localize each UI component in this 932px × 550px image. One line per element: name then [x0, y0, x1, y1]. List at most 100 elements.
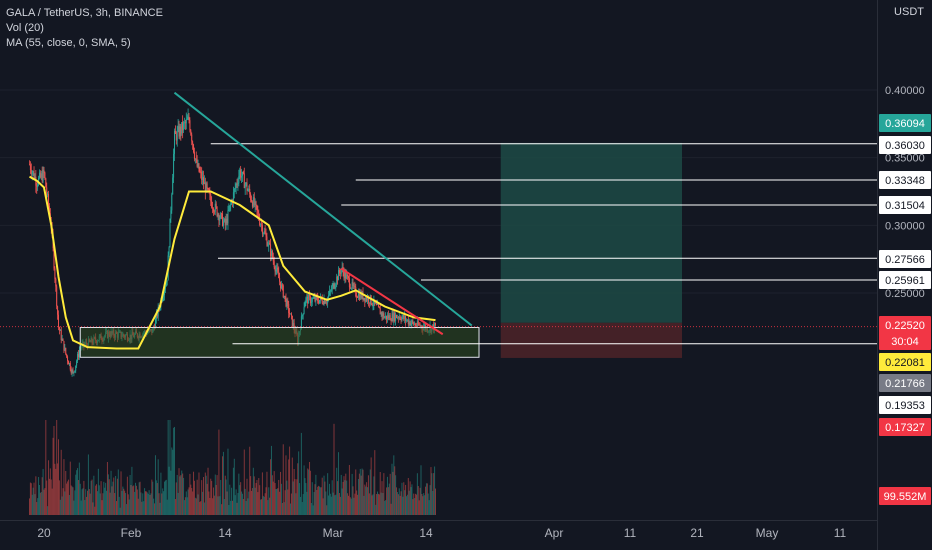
candle-body	[349, 287, 351, 289]
volume-bar	[418, 500, 420, 515]
volume-bar	[194, 497, 196, 515]
candle-body	[404, 316, 406, 320]
candle-body	[181, 122, 183, 134]
candle-body	[180, 126, 182, 134]
candle-body	[221, 213, 223, 215]
volume-bar	[344, 480, 346, 515]
candle-body	[290, 313, 292, 316]
candle-body	[324, 299, 326, 304]
candle-body	[39, 172, 41, 178]
candle-body	[247, 190, 249, 192]
volume-bar	[340, 474, 342, 515]
volume-legend[interactable]: Vol (20)	[6, 22, 44, 34]
candle-body	[67, 356, 69, 362]
volume-bar	[132, 486, 134, 515]
volume-bar	[81, 489, 83, 515]
volume-bar	[233, 458, 235, 515]
volume-bar	[376, 494, 378, 515]
candle-body	[263, 231, 265, 234]
candle-body	[435, 323, 436, 326]
price-tag-label: 0.27566	[885, 254, 925, 266]
ma-legend[interactable]: MA (55, close, 0, SMA, 5)	[6, 37, 131, 49]
candle-body	[71, 369, 73, 373]
volume-bar	[290, 503, 291, 515]
candle-body	[234, 188, 236, 190]
volume-bar	[157, 459, 159, 515]
candle-body	[75, 365, 77, 371]
volume-bar	[361, 468, 363, 515]
volume-bar	[77, 468, 79, 515]
volume-bar	[164, 480, 166, 515]
volume-bar	[239, 485, 241, 515]
candle-body	[38, 172, 40, 178]
volume-bar	[265, 487, 267, 515]
candle-body	[185, 119, 187, 124]
volume-bar	[125, 492, 127, 515]
volume-bar	[406, 496, 407, 515]
price-unit-label[interactable]: USDT	[894, 6, 924, 18]
candle-body	[406, 320, 407, 321]
candle-body	[309, 295, 311, 297]
volume-bar	[336, 467, 338, 515]
candle-body	[78, 350, 80, 357]
price-tag	[879, 171, 931, 189]
volume-bar	[164, 481, 166, 515]
volume-bar	[87, 490, 88, 515]
candle-body	[411, 320, 413, 324]
candle-body	[309, 296, 311, 304]
volume-bar	[32, 487, 34, 515]
volume-bar	[75, 474, 77, 515]
candle-body	[199, 171, 201, 173]
candle-body	[172, 177, 174, 195]
candle-body	[306, 296, 308, 299]
volume-bar	[167, 420, 169, 515]
candle-body	[416, 320, 418, 326]
volume-bar	[57, 463, 59, 515]
volume-bar	[319, 486, 320, 515]
symbol-legend[interactable]: GALA / TetherUS, 3h, BINANCE	[6, 7, 163, 19]
price-tag	[879, 271, 931, 289]
volume-bar	[66, 483, 68, 515]
volume-bar	[38, 484, 40, 515]
red-trendline	[340, 267, 444, 336]
candle-body	[59, 330, 61, 332]
candle-body	[154, 318, 156, 329]
candle-body	[254, 201, 256, 206]
volume-bar	[427, 493, 429, 515]
volume-bar	[89, 493, 91, 515]
volume-bar	[389, 473, 391, 515]
volume-bar	[375, 504, 377, 515]
volume-bar	[317, 486, 319, 515]
candle-body	[232, 192, 234, 203]
candle-body	[378, 306, 380, 309]
volume-bar	[295, 493, 297, 515]
candle-body	[300, 316, 302, 330]
volume-bar	[52, 437, 54, 515]
volume-bar	[161, 493, 163, 515]
time-tick-label: 14	[218, 526, 232, 540]
candle-body	[191, 134, 193, 142]
candle-body	[291, 315, 293, 327]
candle-body	[190, 130, 192, 135]
volume-bar	[232, 500, 233, 515]
volume-bar	[223, 499, 225, 515]
volume-bar	[406, 494, 408, 515]
price-tag-label: 0.22081	[885, 357, 925, 369]
volume-bar	[71, 486, 73, 515]
candle-body	[363, 297, 365, 300]
volume-bar	[213, 495, 215, 515]
volume-bar	[261, 472, 263, 515]
volume-bar	[48, 478, 50, 515]
volume-bar	[410, 487, 412, 515]
volume-bar	[102, 493, 104, 515]
candle-body	[353, 285, 355, 287]
volume-bar	[377, 493, 379, 515]
volume-bar	[353, 497, 355, 515]
volume-bar	[123, 488, 125, 515]
candle-body	[268, 243, 270, 246]
volume-bar	[303, 465, 305, 515]
candle-body	[393, 312, 395, 321]
volume-bar	[106, 490, 108, 515]
